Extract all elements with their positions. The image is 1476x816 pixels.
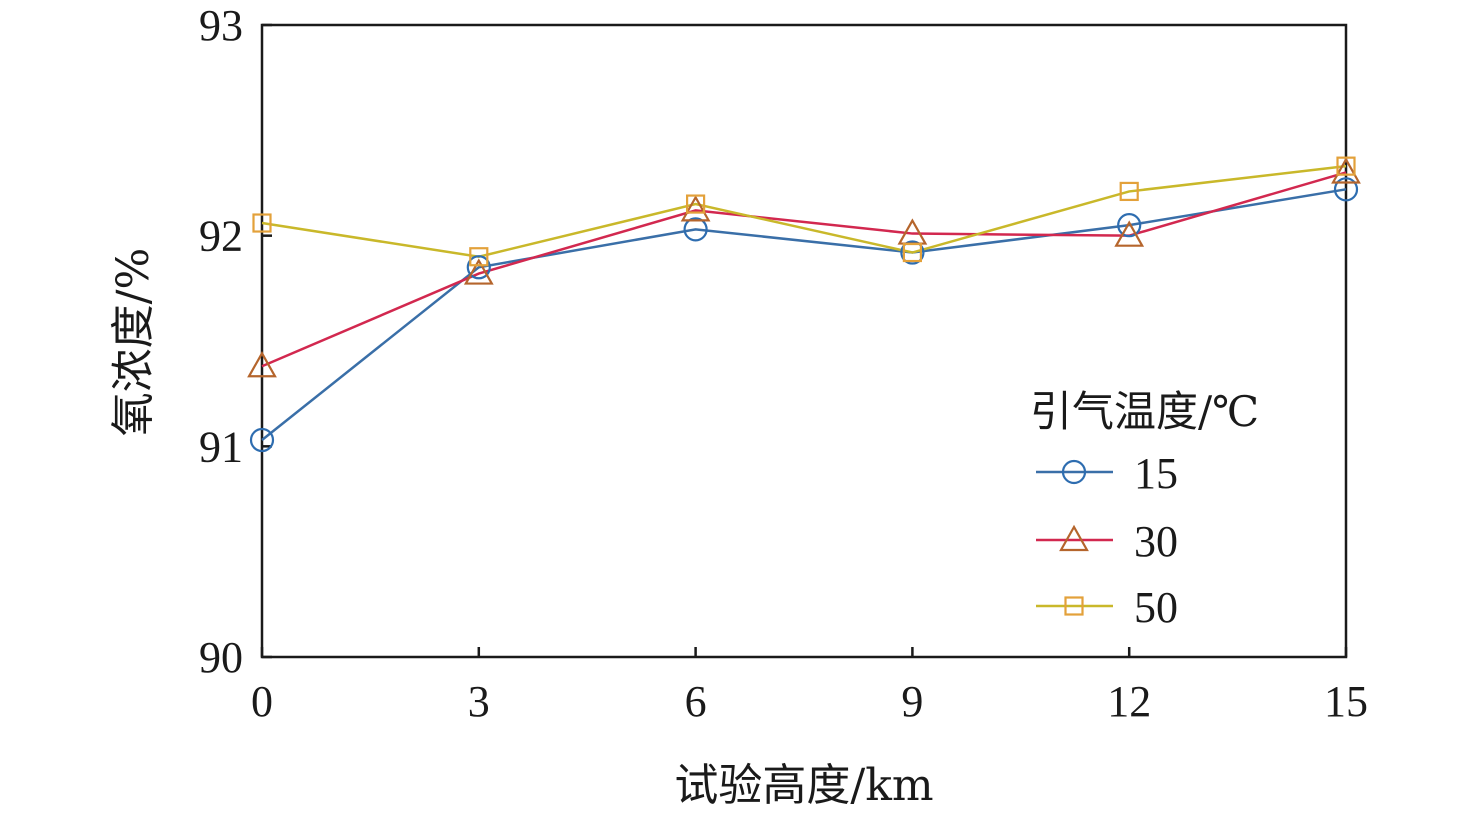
data-point-30-2 [680, 195, 711, 222]
data-point-15-1 [466, 255, 491, 280]
legend-label-30: 30 [1134, 517, 1178, 566]
legend-marker-50 [1064, 596, 1084, 616]
y-tick-label: 90 [199, 633, 243, 682]
y-tick-label: 92 [199, 212, 243, 261]
data-point-30-0 [247, 351, 277, 378]
series-lines [261, 164, 1347, 441]
data-point-50-1 [469, 247, 489, 267]
data-point-30-5 [1331, 157, 1361, 184]
x-tick-label: 6 [685, 677, 707, 726]
data-point-15-0 [249, 427, 275, 453]
legend-label-50: 50 [1134, 583, 1178, 632]
legend: 引气温度/℃ 15 30 50 [1030, 387, 1259, 632]
data-point-50-5 [1336, 156, 1356, 176]
x-tick-label: 15 [1324, 677, 1368, 726]
data-point-30-1 [463, 258, 494, 285]
series-line-50 [261, 164, 1347, 259]
data-point-30-4 [1114, 220, 1145, 247]
data-point-50-3 [902, 242, 923, 263]
y-tick-label: 91 [199, 422, 243, 471]
series-line-15 [261, 188, 1347, 441]
series-markers [247, 156, 1361, 453]
y-axis-ticks: 90 91 92 93 [199, 1, 272, 682]
data-point-15-3 [900, 240, 925, 265]
y-axis-label: 氧浓度/% [108, 248, 159, 437]
legend-title: 引气温度/℃ [1030, 387, 1259, 436]
data-point-50-4 [1119, 181, 1139, 202]
legend-label-15: 15 [1134, 449, 1178, 498]
legend-marker-15 [1061, 459, 1087, 485]
plot-frame [260, 23, 1348, 659]
data-point-15-5 [1333, 177, 1359, 202]
x-tick-label: 12 [1107, 677, 1151, 726]
data-point-15-2 [683, 217, 708, 242]
legend-marker-30 [1059, 524, 1089, 552]
data-point-15-4 [1117, 213, 1142, 238]
x-axis-label: 试验高度/km [674, 760, 933, 811]
data-point-50-2 [685, 194, 706, 214]
series-line-30 [261, 171, 1347, 368]
x-tick-label: 9 [901, 677, 923, 726]
y-tick-label: 93 [199, 1, 243, 50]
x-tick-label: 3 [468, 677, 490, 726]
legend-items: 15 30 50 [1036, 449, 1178, 632]
x-axis-ticks: 0 3 6 9 12 15 [251, 647, 1368, 726]
x-tick-label: 0 [251, 677, 273, 726]
data-point-50-0 [252, 213, 272, 233]
plot-area [260, 23, 1348, 659]
